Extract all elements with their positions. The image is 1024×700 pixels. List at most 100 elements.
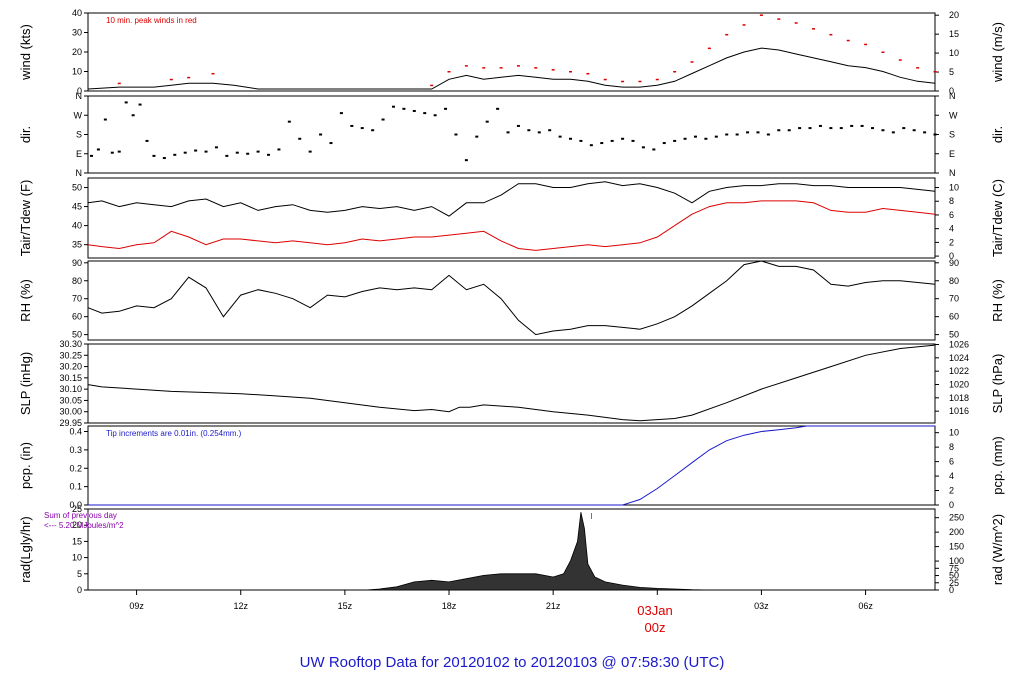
- wind-ytick-label: 0: [77, 86, 82, 96]
- dir-point: [881, 129, 885, 132]
- wind-peak-point: [881, 51, 885, 53]
- wind-peak-point: [621, 80, 625, 83]
- dir-point: [725, 133, 729, 136]
- dir-point: [246, 152, 250, 155]
- rad-ytick-label: 5: [77, 569, 82, 579]
- wind-peak-point: [655, 78, 659, 81]
- rh-ytick-label: 80: [72, 276, 82, 286]
- dir-point: [808, 127, 812, 130]
- rh-y2tick-label: 60: [949, 312, 959, 322]
- date-marker-date: 03Jan: [637, 603, 672, 618]
- temp-frame: [87, 177, 936, 259]
- dir-point: [96, 148, 100, 151]
- slp-ytick-label: 29.95: [59, 418, 82, 428]
- temp-series-1: [87, 200, 936, 251]
- dir-point: [683, 137, 687, 140]
- rad-ytick-label: 0: [77, 585, 82, 595]
- slp-ytick-label: 30.00: [59, 407, 82, 417]
- wind-series-0: [87, 47, 936, 90]
- dir-point: [912, 129, 916, 132]
- figure-title: UW Rooftop Data for 20120102 to 20120103…: [300, 654, 725, 671]
- rad-y2tick-label: 50: [949, 571, 959, 581]
- rad-y2tick-label: 150: [949, 542, 964, 552]
- rh-y2tick-label: 70: [949, 294, 959, 304]
- wind-peak-point: [916, 67, 920, 69]
- x-tick-label: 21z: [546, 601, 561, 611]
- dir-point: [235, 151, 239, 154]
- slp-y2tick-label: 1026: [949, 340, 969, 350]
- dir-ytick-label: S: [76, 130, 82, 140]
- rad-y2tick-label: 75: [949, 563, 959, 573]
- dir-point: [766, 133, 770, 136]
- dir-frame: [87, 95, 936, 174]
- pcp-y2tick-label: 4: [949, 471, 954, 481]
- wind-peak-point: [430, 84, 434, 87]
- dir-point: [610, 139, 614, 142]
- dir-point: [173, 153, 177, 156]
- dir-point: [145, 139, 149, 142]
- dir-point: [194, 149, 198, 152]
- dir-point: [267, 153, 271, 156]
- x-tick-label: 06z: [858, 601, 873, 611]
- panel-rad: 05101520250255075100150200250rad(Lgly/hr…: [18, 504, 1005, 595]
- dir-point: [371, 129, 375, 132]
- wind-y2tick-label: 10: [949, 48, 959, 58]
- wind-peak-point: [794, 22, 798, 24]
- dir-point: [787, 129, 791, 132]
- rad-annotation-line: <--- 5.20 MJoules/m^2: [44, 521, 124, 530]
- dir-point: [183, 151, 187, 154]
- dir-point: [131, 114, 135, 117]
- temp-ylabel-right: Tair/Tdew (C): [990, 179, 1005, 257]
- dir-point: [652, 148, 656, 151]
- dir-point: [746, 131, 750, 134]
- pcp-ylabel-right: pcp. (mm): [990, 436, 1005, 495]
- dir-point: [673, 139, 677, 142]
- wind-ytick-label: 30: [72, 28, 82, 38]
- rad-y2tick-label: 250: [949, 513, 964, 523]
- temp-y2tick-label: 6: [949, 210, 954, 220]
- dir-point: [412, 109, 416, 112]
- slp-y2tick-label: 1016: [949, 406, 969, 416]
- dir-y2tick-label: W: [949, 110, 958, 120]
- pcp-series-0: [88, 425, 935, 506]
- dir-point: [829, 127, 833, 130]
- dir-point: [537, 131, 541, 134]
- x-tick-label: 03z: [754, 601, 769, 611]
- wind-peak-point: [534, 67, 538, 69]
- panel-rh: 50 60 70 80 90 50 60 70 80 90 RH (%) RH (%): [18, 258, 1005, 341]
- wind-peak-point: [586, 72, 590, 75]
- date-marker-time: 00z: [645, 620, 666, 635]
- x-tick-label: 15z: [338, 601, 353, 611]
- pcp-y2tick-label: 6: [949, 457, 954, 467]
- rh-ytick-label: 90: [72, 258, 82, 268]
- wind-peak-point: [725, 33, 729, 36]
- slp-ytick-label: 30.15: [59, 373, 82, 383]
- dir-point: [527, 129, 531, 132]
- panel-temp: 35 40 45 50 0 2 4 6 8 10 Tair/Tdew (F) Tair/Tdew (C…: [18, 177, 1005, 261]
- wind-peak-point: [569, 71, 573, 73]
- dir-point: [444, 107, 448, 110]
- dir-point: [329, 142, 333, 145]
- dir-point: [891, 131, 895, 134]
- pcp-ytick-label: 0.0: [69, 500, 82, 510]
- dir-point: [569, 137, 573, 140]
- dir-point: [298, 137, 302, 140]
- rh-y2tick-label: 90: [949, 258, 959, 268]
- dir-point: [381, 118, 385, 121]
- wind-peak-point: [777, 18, 781, 20]
- wind-peak-point: [829, 33, 833, 36]
- slp-ylabel-right: SLP (hPa): [990, 354, 1005, 414]
- rad-ylabel-right: rad (W/m^2): [990, 514, 1005, 585]
- dir-point: [506, 131, 510, 134]
- dir-point: [256, 150, 260, 153]
- dir-ytick-label: N: [76, 168, 83, 178]
- dir-point: [89, 154, 93, 157]
- dir-point: [631, 139, 635, 142]
- rad-y2tick-label: 25: [949, 578, 959, 588]
- rad-ytick-label: 10: [72, 553, 82, 563]
- slp-y2tick-label: 1020: [949, 379, 969, 389]
- slp-y2tick-label: 1022: [949, 366, 969, 376]
- dir-point: [850, 124, 854, 127]
